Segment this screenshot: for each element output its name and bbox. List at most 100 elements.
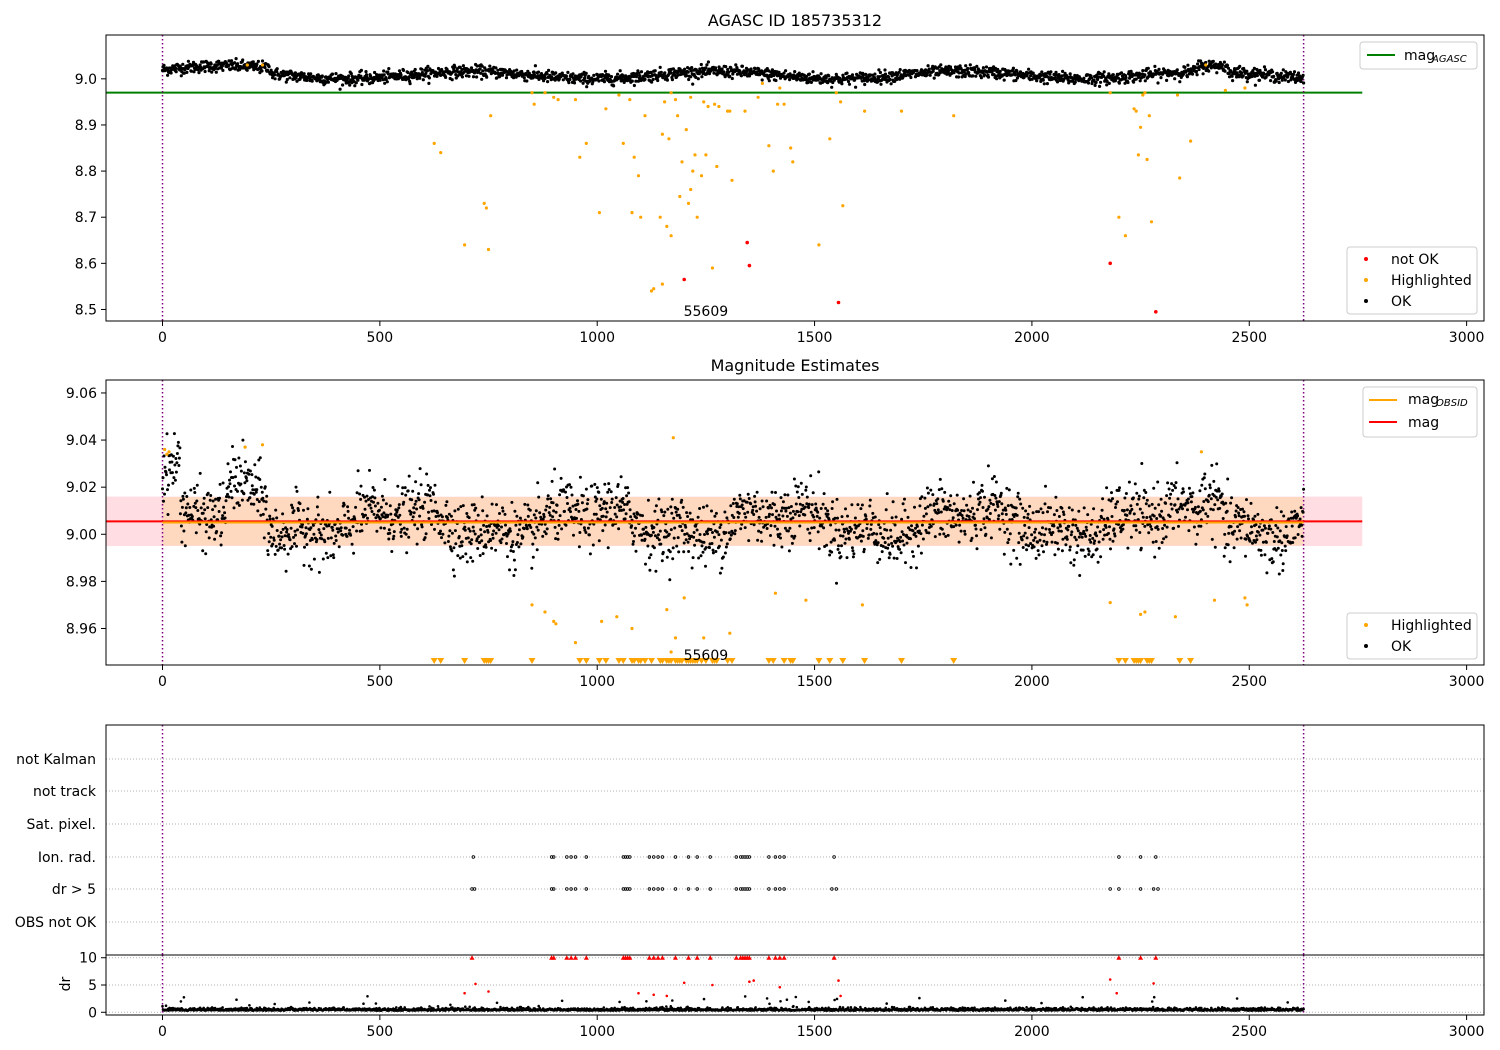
ok-point <box>1204 60 1208 65</box>
ok-point <box>743 512 747 516</box>
ok-point <box>1132 80 1136 84</box>
ok-point <box>1093 539 1097 543</box>
ok-point <box>511 540 515 544</box>
ok-point <box>1092 78 1096 82</box>
ok-point <box>334 72 338 76</box>
ok-point <box>758 507 762 511</box>
ok-point <box>1280 78 1284 82</box>
ok-point <box>170 471 174 475</box>
ok-point <box>193 501 197 505</box>
highlighted-point <box>1134 109 1138 113</box>
ok-point <box>1016 491 1020 495</box>
ok-point <box>940 487 944 491</box>
ok-point <box>1066 528 1070 532</box>
ok-point <box>1267 72 1271 77</box>
ok-point <box>297 509 300 512</box>
ok-point <box>1117 81 1121 85</box>
ok-point <box>774 491 777 494</box>
ok-point <box>404 493 408 497</box>
ok-point <box>770 506 773 510</box>
ok-point <box>255 62 259 66</box>
ok-point <box>264 500 268 504</box>
ok-point <box>1036 549 1040 553</box>
highlighted-point <box>484 206 488 210</box>
ok-point <box>517 545 521 549</box>
ok-point <box>841 534 845 538</box>
not-ok-point <box>1108 261 1112 266</box>
ok-point <box>298 502 302 506</box>
ok-point <box>546 497 550 501</box>
ok-point <box>166 513 170 516</box>
ok-point <box>322 527 326 531</box>
ok-point <box>1037 553 1041 557</box>
ok-point <box>392 534 396 538</box>
ok-point <box>1084 534 1088 538</box>
ok-point <box>495 503 498 507</box>
ok-point <box>463 525 467 529</box>
ok-point <box>840 515 844 519</box>
ok-point <box>368 468 371 472</box>
ok-point <box>490 502 494 506</box>
ok-point <box>1026 512 1030 516</box>
ok-point <box>836 547 840 551</box>
ok-point <box>1234 515 1238 519</box>
ok-point <box>1233 529 1237 533</box>
ok-point <box>328 490 332 494</box>
ok-point <box>516 533 520 537</box>
ok-point <box>1250 530 1254 534</box>
ok-point <box>681 505 685 509</box>
ok-point <box>375 529 379 533</box>
ok-point <box>212 515 216 519</box>
ok-point <box>1271 70 1275 74</box>
ok-point <box>1157 67 1161 71</box>
ok-point <box>1153 555 1157 559</box>
ok-point <box>174 457 178 460</box>
ok-point <box>1113 79 1117 83</box>
ok-point <box>997 514 1001 518</box>
ok-point <box>1284 549 1288 553</box>
ok-point <box>1283 78 1287 82</box>
ok-point <box>817 547 821 551</box>
ok-point <box>481 509 485 513</box>
ok-point <box>603 482 607 486</box>
ok-point <box>685 511 689 515</box>
ok-point <box>1032 538 1036 542</box>
ok-point <box>995 77 999 81</box>
ok-point <box>1170 507 1174 511</box>
highlighted-point <box>636 174 641 178</box>
ok-point <box>719 523 723 527</box>
ok-point <box>551 515 555 519</box>
ok-point <box>844 507 847 511</box>
ok-point <box>273 552 277 556</box>
ok-point <box>223 516 227 520</box>
ok-point <box>452 574 456 578</box>
ok-point <box>1153 506 1157 510</box>
ok-point <box>1023 531 1027 535</box>
ok-point <box>1156 81 1160 85</box>
ok-point <box>1071 523 1075 527</box>
ok-point <box>1048 528 1051 531</box>
ok-point <box>988 512 992 515</box>
top-legend-ok: OK <box>1391 294 1412 310</box>
ok-point <box>1164 535 1168 539</box>
highlighted-point <box>482 201 486 205</box>
ok-point <box>740 64 745 68</box>
ok-point <box>1030 533 1034 537</box>
ok-point <box>755 490 759 494</box>
ok-point <box>248 469 252 473</box>
ok-point <box>1263 68 1268 72</box>
ok-point <box>479 71 483 75</box>
ok-point <box>532 70 536 74</box>
ok-point <box>209 494 213 497</box>
ok-point <box>965 503 969 507</box>
not-ok-point <box>836 300 841 305</box>
ok-point <box>587 533 591 537</box>
ok-point <box>1143 79 1147 83</box>
ok-point <box>825 543 829 547</box>
ok-point <box>1111 497 1114 501</box>
ok-point <box>453 65 457 69</box>
ok-point <box>788 526 792 530</box>
ok-point <box>172 476 176 480</box>
ok-point <box>666 507 670 511</box>
ok-point <box>994 496 998 500</box>
